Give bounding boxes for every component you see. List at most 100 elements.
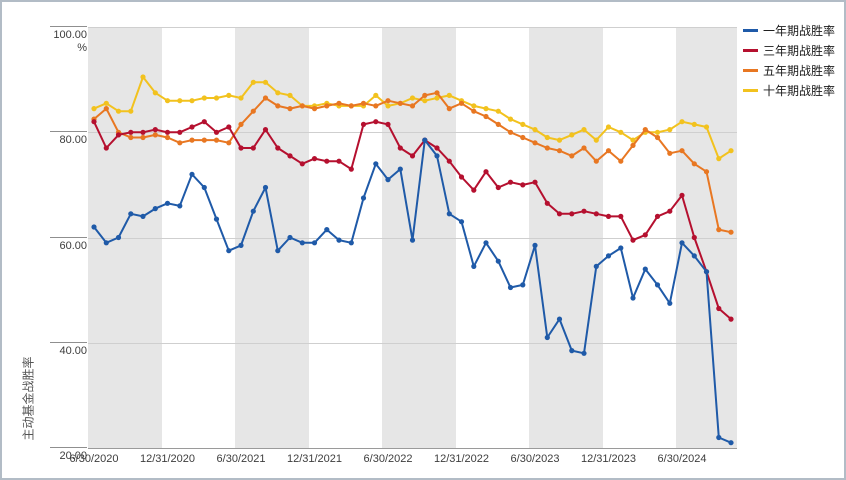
data-point[interactable] <box>115 108 122 114</box>
data-point[interactable] <box>520 121 526 127</box>
data-point[interactable] <box>483 240 489 246</box>
data-point[interactable] <box>324 158 330 164</box>
data-point[interactable] <box>471 103 477 109</box>
data-point[interactable] <box>324 103 330 109</box>
data-point[interactable] <box>471 108 477 114</box>
data-point[interactable] <box>556 211 563 217</box>
data-point[interactable] <box>483 106 489 112</box>
data-point[interactable] <box>299 240 305 246</box>
data-point[interactable] <box>140 74 146 80</box>
legend-item-3[interactable]: 五年期战胜率 <box>743 60 835 80</box>
data-point[interactable] <box>605 124 612 130</box>
data-point[interactable] <box>201 184 207 191</box>
data-point[interactable] <box>642 266 648 272</box>
data-point[interactable] <box>728 229 734 235</box>
data-point[interactable] <box>532 140 538 146</box>
data-point[interactable] <box>654 213 661 219</box>
data-point[interactable] <box>238 242 244 248</box>
data-point[interactable] <box>311 106 318 112</box>
data-point[interactable] <box>385 177 391 183</box>
data-point[interactable] <box>569 153 575 159</box>
series-line[interactable] <box>93 139 732 444</box>
data-point[interactable] <box>593 158 599 164</box>
data-point[interactable] <box>238 121 244 127</box>
data-point[interactable] <box>360 195 367 201</box>
data-point[interactable] <box>520 182 526 188</box>
data-point[interactable] <box>336 237 342 243</box>
data-point[interactable] <box>409 95 416 101</box>
series-一年期战胜率[interactable] <box>91 137 734 446</box>
data-point[interactable] <box>250 208 256 214</box>
data-point[interactable] <box>152 132 158 138</box>
data-point[interactable] <box>360 100 367 106</box>
data-point[interactable] <box>593 211 599 217</box>
data-point[interactable] <box>703 169 710 175</box>
data-point[interactable] <box>262 95 269 101</box>
data-point[interactable] <box>299 103 305 109</box>
data-point[interactable] <box>177 98 183 104</box>
data-point[interactable] <box>201 95 207 101</box>
data-point[interactable] <box>226 140 232 146</box>
data-point[interactable] <box>691 161 697 167</box>
data-point[interactable] <box>189 124 195 130</box>
data-point[interactable] <box>324 227 330 233</box>
data-point[interactable] <box>409 153 416 159</box>
data-point[interactable] <box>471 187 477 193</box>
data-point[interactable] <box>544 200 550 206</box>
data-point[interactable] <box>654 282 661 288</box>
data-point[interactable] <box>336 158 342 164</box>
data-point[interactable] <box>140 213 146 219</box>
data-point[interactable] <box>103 145 109 151</box>
series-line[interactable] <box>93 91 732 234</box>
data-point[interactable] <box>618 158 624 164</box>
series-五年期战胜率[interactable] <box>91 90 734 235</box>
data-point[interactable] <box>201 137 207 143</box>
data-point[interactable] <box>152 206 158 212</box>
data-point[interactable] <box>569 211 575 217</box>
data-point[interactable] <box>569 348 575 354</box>
data-point[interactable] <box>593 137 599 143</box>
data-point[interactable] <box>262 127 269 133</box>
data-point[interactable] <box>262 79 269 85</box>
data-point[interactable] <box>164 134 171 141</box>
data-point[interactable] <box>679 148 685 154</box>
series-十年期战胜率[interactable] <box>91 74 734 162</box>
data-point[interactable] <box>716 156 722 162</box>
data-point[interactable] <box>605 148 612 154</box>
data-point[interactable] <box>250 79 256 85</box>
data-point[interactable] <box>581 350 587 356</box>
data-point[interactable] <box>128 129 134 135</box>
data-point[interactable] <box>446 158 452 164</box>
data-point[interactable] <box>556 137 563 143</box>
data-point[interactable] <box>458 174 465 180</box>
data-point[interactable] <box>275 90 281 96</box>
data-point[interactable] <box>128 211 134 217</box>
data-point[interactable] <box>226 124 232 130</box>
data-point[interactable] <box>360 121 367 127</box>
data-point[interactable] <box>385 121 391 127</box>
data-point[interactable] <box>716 227 722 233</box>
data-point[interactable] <box>667 150 673 156</box>
data-point[interactable] <box>716 434 722 441</box>
data-point[interactable] <box>458 219 465 225</box>
data-point[interactable] <box>618 245 624 251</box>
data-point[interactable] <box>348 240 354 246</box>
data-point[interactable] <box>287 106 293 112</box>
data-point[interactable] <box>128 108 134 114</box>
data-point[interactable] <box>91 119 97 125</box>
data-point[interactable] <box>250 145 256 151</box>
data-point[interactable] <box>287 92 293 98</box>
data-point[interactable] <box>140 134 146 141</box>
data-point[interactable] <box>311 240 318 246</box>
data-point[interactable] <box>103 240 109 246</box>
data-point[interactable] <box>630 137 636 143</box>
data-point[interactable] <box>434 153 440 159</box>
data-point[interactable] <box>507 129 514 135</box>
data-point[interactable] <box>520 134 526 141</box>
data-point[interactable] <box>397 100 403 106</box>
data-point[interactable] <box>495 121 501 127</box>
data-point[interactable] <box>654 134 661 141</box>
data-point[interactable] <box>275 103 281 109</box>
data-point[interactable] <box>667 300 673 306</box>
data-point[interactable] <box>275 248 281 254</box>
